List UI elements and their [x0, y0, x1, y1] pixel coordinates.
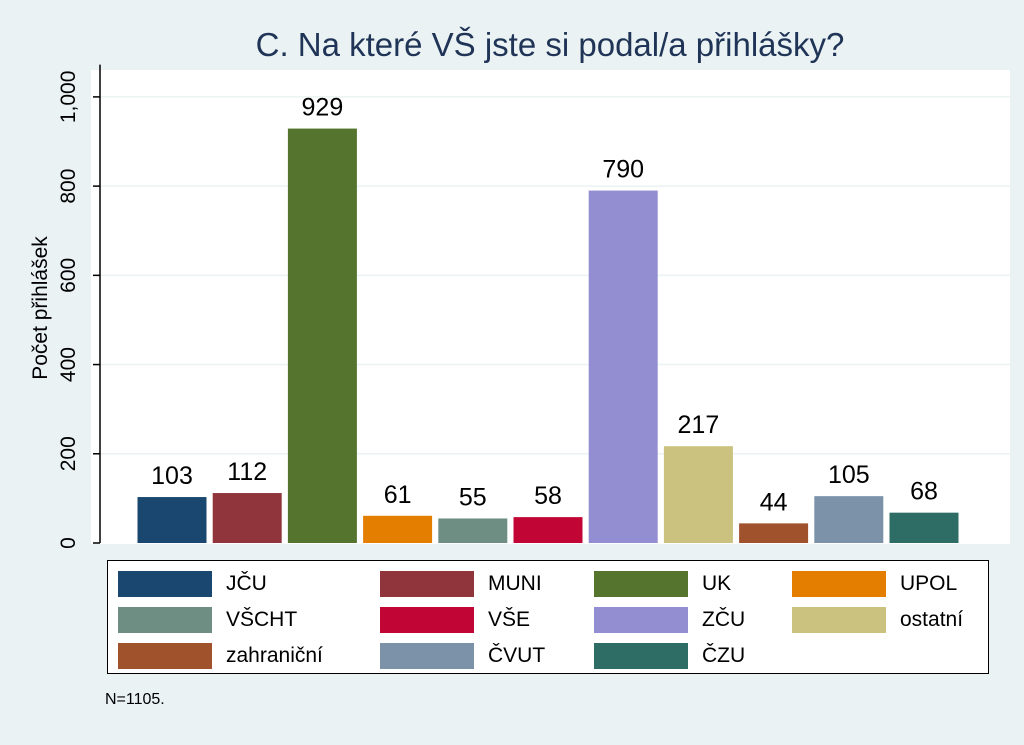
- legend-label: JČU: [226, 572, 267, 595]
- legend-swatch: [594, 643, 688, 669]
- legend-label: MUNI: [488, 572, 542, 595]
- legend-swatch: [594, 571, 688, 597]
- legend-label: ČVUT: [488, 644, 546, 667]
- y-tick-label: 0: [57, 537, 80, 549]
- plot-area: [91, 70, 1010, 544]
- bar-9: [739, 523, 809, 543]
- bar-value-label: 112: [227, 458, 267, 486]
- legend-label: ZČU: [702, 608, 746, 631]
- legend-swatch: [118, 643, 212, 669]
- legend-label: VŠE: [488, 608, 531, 631]
- legend-swatch: [118, 607, 212, 633]
- bar-11: [889, 512, 959, 543]
- bar-value-label: 68: [910, 478, 938, 506]
- y-tick-label: 200: [57, 436, 80, 471]
- y-tick-label: 1,000: [57, 71, 80, 124]
- bar-value-label: 929: [302, 94, 344, 122]
- chart-title: C. Na které VŠ jste si podal/a přihlášky…: [255, 26, 845, 63]
- legend-label: ostatní: [900, 608, 964, 631]
- legend: JČU MUNI UK UPOL VŠCHT VŠE ZČU ostatní zahraničn…: [107, 560, 989, 674]
- y-tick-label: 600: [57, 258, 80, 293]
- bar-value-label: 58: [534, 482, 562, 510]
- bar-4: [363, 515, 433, 543]
- legend-swatch: [380, 571, 474, 597]
- bar-1: [137, 497, 207, 543]
- y-axis-label: Počet přihlášek: [29, 236, 52, 380]
- legend-swatch: [792, 571, 886, 597]
- bar-value-label: 105: [828, 461, 870, 489]
- bar-value-label: 217: [678, 411, 720, 439]
- legend-label: ČZU: [702, 644, 746, 667]
- legend-swatch: [118, 571, 212, 597]
- sample-size-note: N=1105.: [105, 691, 165, 708]
- bar-2: [212, 493, 282, 543]
- y-tick-label: 400: [57, 347, 80, 382]
- bar-value-label: 55: [459, 483, 487, 511]
- bar-value-label: 790: [602, 156, 644, 184]
- bar-value-label: 44: [760, 488, 788, 516]
- legend-label: UPOL: [900, 572, 958, 595]
- y-tick-label: 800: [57, 169, 80, 204]
- legend-swatch: [380, 607, 474, 633]
- legend-swatch: [792, 607, 886, 633]
- legend-label: VŠCHT: [226, 608, 298, 631]
- bar-5: [438, 518, 508, 543]
- bar-8: [663, 446, 733, 543]
- bar-7: [588, 190, 658, 543]
- legend-swatch: [380, 643, 474, 669]
- bar-value-label: 103: [151, 462, 193, 490]
- bar-value-label: 61: [384, 481, 412, 509]
- bar-6: [513, 517, 583, 543]
- bar-3: [287, 128, 357, 543]
- legend-swatch: [594, 607, 688, 633]
- bar-10: [814, 496, 884, 543]
- legend-label: UK: [702, 572, 732, 595]
- legend-label: zahraniční: [226, 644, 323, 667]
